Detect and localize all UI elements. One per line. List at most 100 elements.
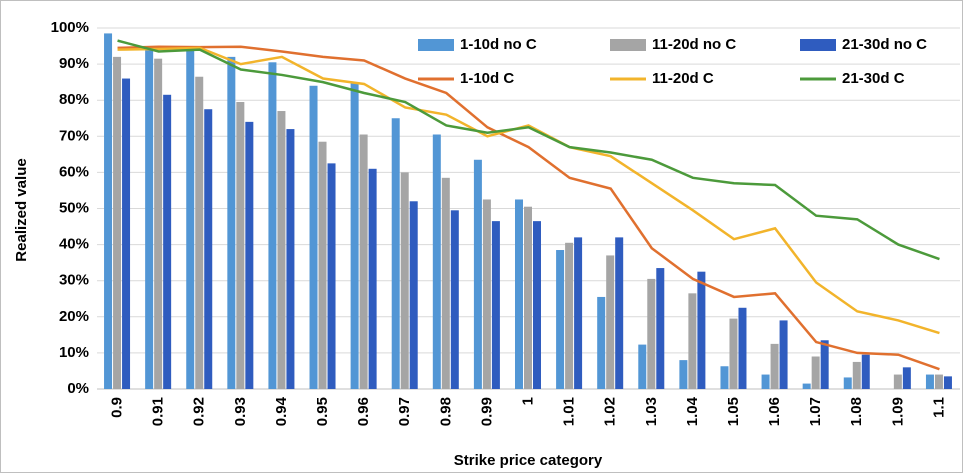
y-tick-label: 90% <box>59 55 89 72</box>
bar <box>852 361 861 389</box>
x-tick-label: 1.08 <box>848 397 865 426</box>
bar <box>350 82 359 390</box>
bar <box>738 307 747 389</box>
bar <box>820 340 829 389</box>
bar <box>779 320 788 389</box>
bar <box>327 163 336 389</box>
x-tick-label: 0.98 <box>437 397 454 426</box>
bar <box>409 201 418 389</box>
bar <box>515 199 523 389</box>
y-tick-label: 100% <box>51 19 89 36</box>
x-tick-label: 0.93 <box>232 397 249 426</box>
bar <box>861 354 870 389</box>
y-tick-label: 50% <box>59 199 89 216</box>
bar <box>432 134 441 389</box>
bar <box>359 134 368 389</box>
bar <box>245 121 254 390</box>
y-tick-label: 10% <box>59 344 89 361</box>
y-tick-label: 40% <box>59 236 89 253</box>
bar <box>113 56 122 389</box>
bar <box>236 102 245 389</box>
bar <box>163 94 172 389</box>
bar <box>597 296 606 389</box>
line <box>117 45 940 371</box>
x-tick-label: 0.91 <box>150 397 167 426</box>
line <box>117 46 940 335</box>
x-tick-label: 0.99 <box>478 397 495 426</box>
x-tick-label: 1.1 <box>930 397 947 418</box>
bar <box>186 49 195 389</box>
x-tick-label: 1.02 <box>602 397 619 426</box>
bar <box>368 168 377 389</box>
x-tick-label: 1.03 <box>643 397 660 426</box>
y-tick-label: 60% <box>59 163 89 180</box>
x-tick-label: 0.95 <box>314 397 331 426</box>
bar <box>902 367 911 389</box>
bar <box>556 250 565 389</box>
legend-swatch <box>418 39 454 51</box>
x-tick-label: 0.94 <box>273 396 290 426</box>
bar <box>491 221 500 389</box>
bar <box>450 210 459 389</box>
bar <box>770 343 779 389</box>
bar <box>391 118 400 389</box>
x-tick-label: 1.04 <box>684 396 701 426</box>
bar <box>843 377 852 389</box>
legend-label: 1-10d no C <box>460 36 537 53</box>
x-tick-label: 0.9 <box>109 397 126 418</box>
bar <box>697 271 706 389</box>
bar <box>802 383 811 389</box>
y-tick-label: 70% <box>59 127 89 144</box>
bar <box>811 356 820 389</box>
bar <box>318 141 327 389</box>
x-tick-label: 0.92 <box>191 397 208 426</box>
bar <box>227 56 236 389</box>
legend-swatch <box>610 39 646 51</box>
bar <box>606 255 615 389</box>
legend-label: 21-30d no C <box>842 36 927 53</box>
legend-label: 21-30d C <box>842 70 905 87</box>
bar <box>400 172 409 389</box>
bar <box>679 360 688 389</box>
bar <box>533 221 541 389</box>
legend-swatch <box>800 39 836 51</box>
bar <box>524 206 532 389</box>
bar <box>122 78 131 389</box>
bar <box>154 58 163 390</box>
bar <box>925 374 934 389</box>
bar <box>943 376 952 389</box>
x-tick-label: 0.97 <box>396 397 413 426</box>
legend-label: 1-10d C <box>460 70 514 87</box>
bar <box>204 109 213 389</box>
x-tick-label: 0.96 <box>355 397 372 426</box>
bar <box>473 159 482 389</box>
bar <box>565 242 574 389</box>
bar <box>615 237 624 389</box>
bar <box>277 111 286 389</box>
y-tick-label: 0% <box>67 380 89 397</box>
bar <box>104 33 113 389</box>
bar <box>688 293 697 389</box>
bar <box>638 344 647 389</box>
line <box>117 39 940 261</box>
bar <box>441 177 450 389</box>
y-tick-label: 80% <box>59 91 89 108</box>
x-tick-label: 1.07 <box>807 397 824 426</box>
x-axis-title: Strike price category <box>454 452 603 469</box>
bar <box>761 374 770 389</box>
x-tick-label: 1.05 <box>725 397 742 426</box>
y-tick-label: 20% <box>59 308 89 325</box>
bar <box>720 366 729 389</box>
y-tick-label: 30% <box>59 272 89 289</box>
x-tick-label: 1.01 <box>561 397 578 426</box>
legend-label: 11-20d no C <box>652 36 736 53</box>
x-tick-label: 1 <box>519 397 536 405</box>
bar <box>574 237 583 389</box>
bar <box>656 268 665 389</box>
bar <box>145 46 154 390</box>
legend-label: 11-20d C <box>652 70 714 87</box>
bar <box>729 318 738 389</box>
x-tick-label: 1.09 <box>889 397 906 426</box>
bar <box>934 374 943 389</box>
bar <box>268 62 277 390</box>
